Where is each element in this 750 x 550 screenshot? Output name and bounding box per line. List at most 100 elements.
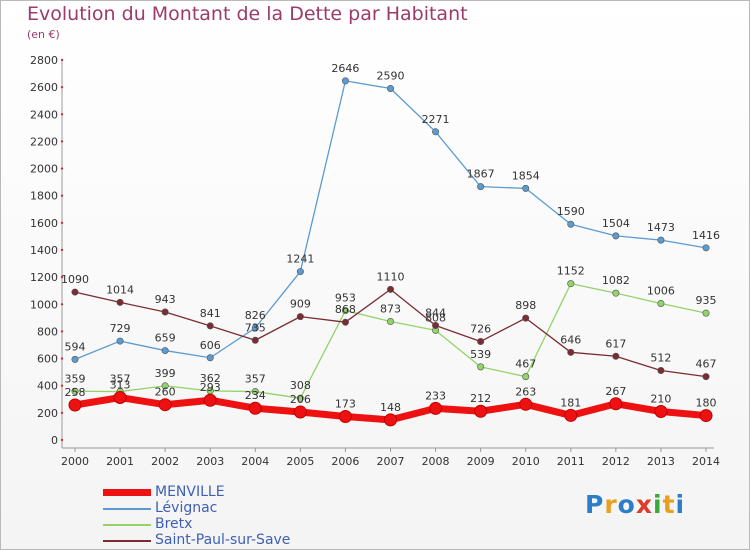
- legend-label: MENVILLE: [155, 484, 225, 500]
- data-point: [612, 352, 620, 360]
- data-label: 2646: [331, 62, 359, 75]
- data-label: 206: [290, 393, 311, 406]
- data-label: 594: [65, 340, 86, 353]
- data-point: [341, 318, 349, 326]
- data-point: [71, 355, 79, 363]
- y-tick-label: 0: [51, 434, 58, 447]
- y-tick-label: 1400: [30, 244, 58, 257]
- y-tick-label: 600: [37, 353, 58, 366]
- data-point: [296, 394, 304, 402]
- x-tick-label: 2014: [692, 455, 720, 468]
- data-point: [161, 308, 169, 316]
- legend-item: Lévignac: [103, 500, 363, 516]
- data-point: [338, 410, 352, 424]
- data-label: 1006: [647, 284, 675, 297]
- data-point: [564, 408, 578, 422]
- chart-legend: MENVILLE Lévignac Bretx Saint-Paul-sur-Save: [103, 484, 363, 548]
- y-tick-mark: [60, 58, 64, 62]
- logo-letter: P: [585, 490, 605, 519]
- x-tick-label: 2003: [196, 455, 224, 468]
- data-label: 467: [696, 358, 717, 371]
- data-label: 1504: [602, 217, 630, 230]
- data-point: [432, 128, 440, 136]
- data-label: 308: [290, 379, 311, 392]
- legend-swatch: [103, 508, 151, 510]
- y-tick-label: 1800: [30, 190, 58, 203]
- data-point: [699, 409, 713, 423]
- logo-letter: x: [635, 490, 653, 519]
- y-tick-label: 2200: [30, 135, 58, 148]
- data-label: 1854: [512, 169, 540, 182]
- y-tick-label: 1000: [30, 298, 58, 311]
- data-label: 212: [470, 392, 491, 405]
- data-point: [609, 397, 623, 411]
- proxiti-logo: Proxiti: [585, 490, 685, 519]
- data-point: [654, 405, 668, 418]
- data-point: [522, 314, 530, 322]
- data-point: [477, 183, 485, 191]
- data-point: [161, 347, 169, 355]
- data-point: [296, 313, 304, 321]
- y-tick-mark: [60, 275, 64, 279]
- data-point: [384, 413, 397, 427]
- data-label: 898: [515, 299, 536, 312]
- data-point: [612, 232, 620, 240]
- data-label: 909: [290, 298, 311, 311]
- data-label: 943: [155, 293, 176, 306]
- x-tick-label: 2008: [422, 455, 450, 468]
- data-label: 1416: [692, 229, 720, 242]
- data-label: 362: [200, 372, 221, 385]
- y-tick-label: 800: [37, 325, 58, 338]
- data-point: [567, 220, 575, 228]
- data-point: [386, 318, 394, 326]
- data-point: [206, 322, 214, 330]
- data-label: 729: [110, 322, 131, 335]
- data-point: [161, 382, 169, 390]
- data-label: 953: [335, 292, 356, 305]
- y-tick-mark: [60, 411, 64, 415]
- data-label: 735: [245, 321, 266, 334]
- data-point: [567, 280, 575, 288]
- data-point: [248, 401, 262, 415]
- legend-swatch: [103, 540, 151, 542]
- y-tick-mark: [60, 194, 64, 197]
- data-point: [293, 405, 307, 419]
- data-label: 181: [560, 396, 581, 409]
- data-label: 1590: [557, 205, 585, 218]
- data-point: [341, 307, 349, 315]
- x-tick-label: 2002: [151, 455, 179, 468]
- y-tick-mark: [60, 330, 64, 333]
- y-tick-label: 400: [37, 380, 58, 393]
- data-label: 868: [335, 303, 356, 316]
- data-point: [68, 398, 82, 412]
- data-point: [522, 373, 530, 381]
- legend-label: Bretx: [155, 516, 193, 532]
- x-tick-label: 2010: [512, 455, 540, 468]
- data-label: 1110: [377, 270, 405, 283]
- data-label: 148: [380, 401, 401, 414]
- data-point: [158, 398, 172, 412]
- data-point: [519, 397, 533, 411]
- y-tick-mark: [60, 384, 64, 387]
- y-tick-mark: [60, 303, 64, 306]
- data-label: 359: [65, 372, 86, 385]
- x-tick-label: 2009: [467, 455, 495, 468]
- legend-swatch: [103, 524, 151, 526]
- data-point: [702, 244, 710, 252]
- legend-item: Saint-Paul-sur-Save: [103, 532, 363, 548]
- data-label: 258: [65, 386, 86, 399]
- data-point: [116, 298, 124, 306]
- data-point: [203, 393, 217, 407]
- data-label: 617: [605, 337, 626, 350]
- data-label: 1867: [467, 168, 495, 181]
- x-tick-label: 2000: [61, 455, 89, 468]
- legend-item: MENVILLE: [103, 484, 363, 500]
- data-label: 173: [335, 398, 356, 411]
- data-label: 646: [560, 333, 581, 346]
- legend-label: Saint-Paul-sur-Save: [155, 532, 291, 548]
- data-point: [612, 289, 620, 297]
- data-point: [116, 337, 124, 345]
- data-point: [386, 85, 394, 93]
